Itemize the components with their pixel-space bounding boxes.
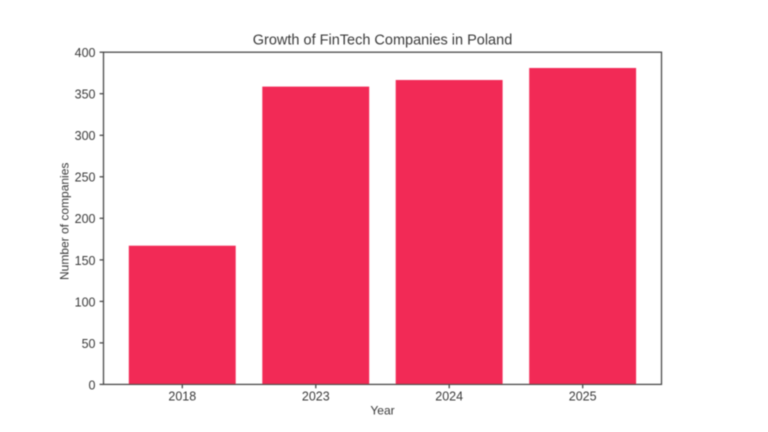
svg-text:2025: 2025 <box>569 390 597 404</box>
svg-text:50: 50 <box>82 337 96 351</box>
svg-text:2023: 2023 <box>302 390 330 404</box>
svg-text:250: 250 <box>75 171 96 185</box>
svg-text:2024: 2024 <box>435 390 463 404</box>
svg-text:Number of companies: Number of companies <box>58 163 72 280</box>
svg-text:2018: 2018 <box>168 390 196 404</box>
svg-text:400: 400 <box>75 46 96 60</box>
svg-text:Growth of FinTech Companies in: Growth of FinTech Companies in Poland <box>253 33 513 49</box>
svg-text:350: 350 <box>75 88 96 102</box>
svg-text:Year: Year <box>370 404 394 418</box>
svg-text:100: 100 <box>75 295 96 309</box>
svg-text:0: 0 <box>89 378 96 392</box>
svg-text:150: 150 <box>75 254 96 268</box>
svg-text:200: 200 <box>75 212 96 226</box>
svg-text:300: 300 <box>75 129 96 143</box>
